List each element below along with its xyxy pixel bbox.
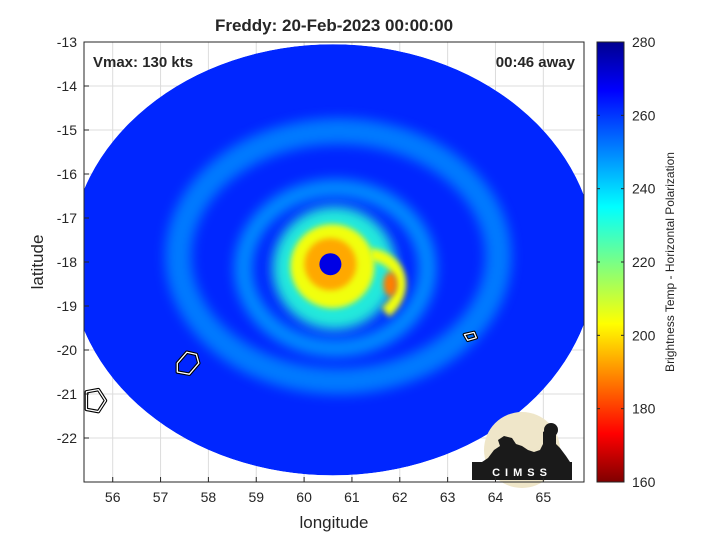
time-away-label: 00:46 away	[496, 54, 576, 71]
x-axis-label: longitude	[299, 513, 368, 532]
y-tick-label: -18	[57, 254, 77, 270]
colorbar-tick-label: 220	[632, 254, 656, 270]
y-tick-label: -21	[57, 386, 77, 402]
x-tick-label: 56	[105, 489, 121, 505]
y-axis: -13 -14 -15 -16 -17 -18 -19 -20 -21 -22	[57, 34, 89, 446]
eyewall-spiral-arm	[369, 248, 407, 317]
plot-area: CIMSS Vmax: 130 kts 00:46 away	[83, 41, 585, 488]
y-tick-label: -16	[57, 166, 77, 182]
chart-title: Freddy: 20-Feb-2023 00:00:00	[215, 16, 453, 35]
colorbar-tick-label: 240	[632, 181, 656, 197]
y-tick-label: -13	[57, 34, 77, 50]
vmax-label: Vmax: 130 kts	[93, 54, 193, 71]
colorbar-tick-label: 200	[632, 327, 656, 343]
x-tick-label: 63	[440, 489, 456, 505]
cimss-logo: CIMSS	[472, 412, 572, 488]
colorbar: 160 180 200 220 240 260 280 Brightness Temp - …	[596, 34, 677, 490]
colorbar-tick-label: 180	[632, 401, 656, 417]
y-tick-label: -20	[57, 342, 77, 358]
logo-dish	[544, 423, 558, 437]
y-axis-label: latitude	[28, 235, 47, 290]
colorbar-ticks: 160 180 200 220 240 260 280	[597, 34, 656, 490]
x-axis: 56 57 58 59 60 61 62 63 64 65	[105, 477, 551, 505]
y-tick-label: -19	[57, 298, 77, 314]
x-tick-label: 59	[248, 489, 264, 505]
logo-band	[472, 462, 572, 480]
inner-rain-band	[234, 179, 437, 358]
y-tick-label: -14	[57, 78, 77, 94]
colorbar-tick-label: 160	[632, 474, 656, 490]
x-tick-label: 57	[153, 489, 169, 505]
x-tick-label: 58	[201, 489, 217, 505]
coastline-island-3-outline	[463, 331, 477, 341]
colorbar-gradient	[596, 41, 625, 483]
x-tick-label: 60	[296, 489, 312, 505]
coastlines	[84, 330, 479, 414]
colorbar-tick-label: 260	[632, 107, 656, 123]
x-tick-label: 64	[488, 489, 504, 505]
x-tick-label: 61	[344, 489, 360, 505]
outer-rain-band	[165, 118, 512, 395]
storm-eye	[319, 253, 342, 276]
brightness-temp-swath	[84, 44, 584, 476]
cold-spot	[383, 272, 398, 297]
y-tick-label: -15	[57, 122, 77, 138]
x-tick-label: 62	[392, 489, 408, 505]
colorbar-label: Brightness Temp - Horizontal Polarizatio…	[663, 152, 677, 372]
y-tick-label: -22	[57, 430, 77, 446]
coastline-island-2-outline	[85, 388, 107, 413]
logo-text: CIMSS	[492, 467, 552, 479]
coastline-island-1-outline	[176, 351, 200, 375]
y-tick-label: -17	[57, 210, 77, 226]
colorbar-tick-label: 280	[632, 34, 656, 50]
x-tick-label: 65	[536, 489, 552, 505]
